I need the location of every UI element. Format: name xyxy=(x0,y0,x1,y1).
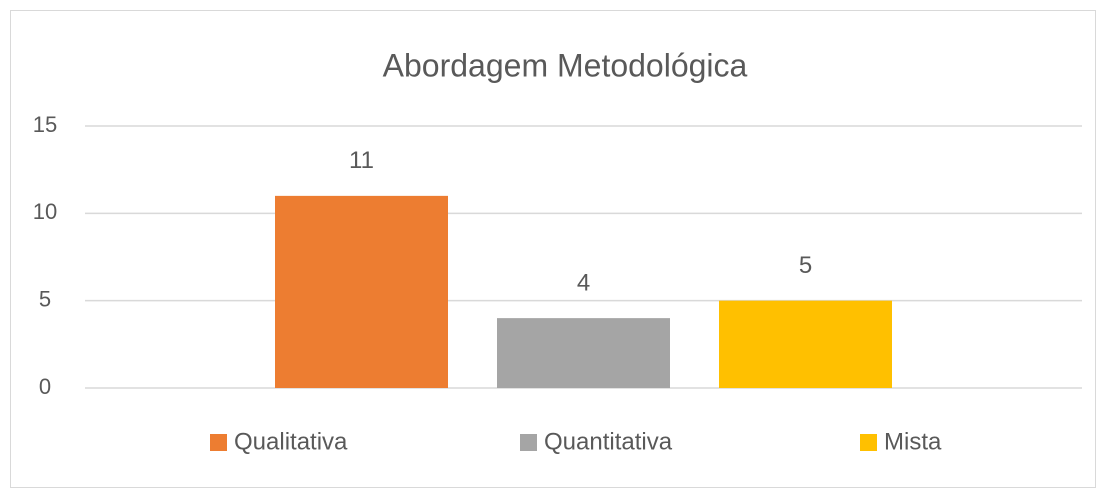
legend-label: Mista xyxy=(884,428,942,455)
data-label: 5 xyxy=(799,252,812,279)
y-tick-label: 10 xyxy=(33,199,57,224)
y-tick-label: 15 xyxy=(33,112,57,137)
chart-title: Abordagem Metodológica xyxy=(383,47,748,83)
chart-border xyxy=(10,10,1096,488)
y-tick-label: 0 xyxy=(39,374,51,399)
data-label: 11 xyxy=(349,147,374,174)
y-tick-label: 5 xyxy=(39,286,51,311)
bar xyxy=(275,195,448,388)
bar xyxy=(719,300,892,388)
data-label: 4 xyxy=(577,269,590,296)
legend-swatch xyxy=(520,434,537,451)
legend-swatch xyxy=(210,434,227,451)
legend-swatch xyxy=(860,434,877,451)
bar xyxy=(497,318,670,388)
legend-label: Quantitativa xyxy=(544,428,673,455)
legend-label: Qualitativa xyxy=(234,428,348,455)
